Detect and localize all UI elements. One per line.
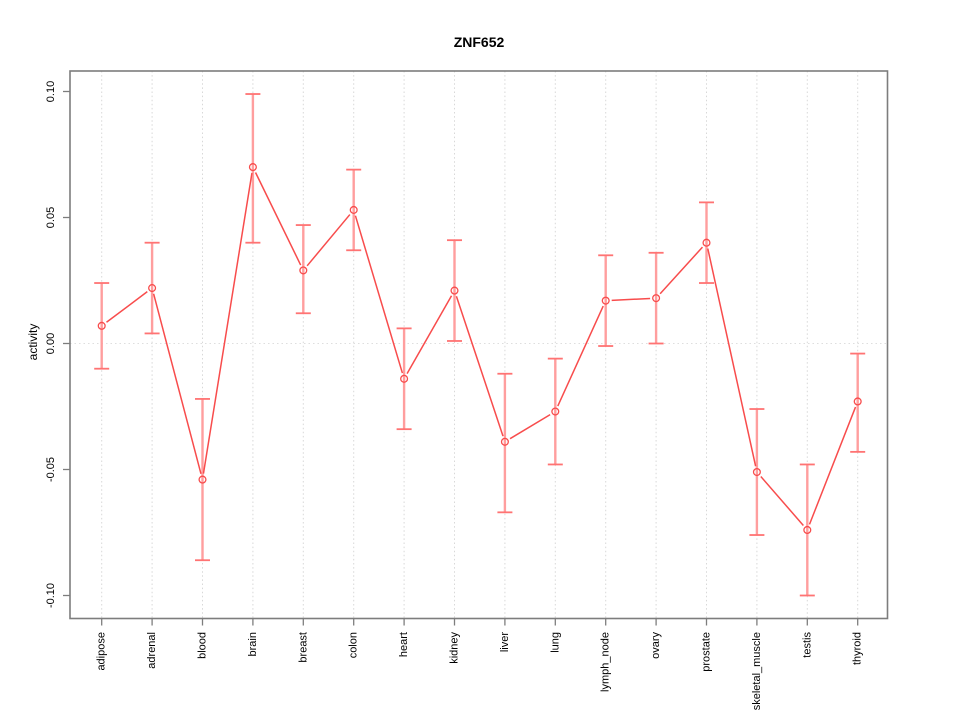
series-line-segment — [354, 215, 404, 374]
data-point — [198, 475, 207, 484]
x-tick-label: thyroid — [852, 632, 864, 665]
data-point — [450, 286, 459, 295]
y-axis-label: activity — [26, 324, 40, 361]
series-line-segment — [760, 476, 804, 526]
data-point — [752, 467, 761, 477]
data-point — [853, 397, 862, 406]
data-point — [400, 374, 409, 383]
x-tick-label: ovary — [650, 632, 662, 659]
series-line-segment — [509, 413, 551, 440]
x-tick-label: brain — [247, 632, 259, 656]
x-tick-label: prostate — [701, 632, 713, 672]
x-tick-label: heart — [398, 632, 410, 657]
x-tick-label: lung — [549, 632, 561, 653]
series-line-segment — [808, 406, 857, 525]
y-tick-label: 0.05 — [45, 207, 57, 228]
plot-area: adipose adrenal blood brain breast colon heart… — [45, 70, 889, 710]
data-point — [349, 205, 358, 214]
x-tick-label: kidney — [449, 632, 461, 664]
series-line-segment — [306, 214, 351, 267]
series-line-segment — [455, 296, 504, 437]
data-point — [803, 525, 812, 535]
series-line-segment — [254, 172, 302, 266]
series-line-segment — [152, 293, 202, 474]
data-point — [97, 321, 106, 330]
data-point — [148, 284, 157, 293]
chart-title: ZNF652 — [454, 34, 505, 50]
y-tick-label: 0.00 — [45, 333, 57, 354]
series-line-segment — [611, 297, 651, 302]
data-point — [248, 163, 257, 172]
data-point — [500, 437, 509, 446]
x-tick-label: liver — [499, 632, 511, 653]
y-tick-label: -0.10 — [45, 583, 57, 608]
data-point — [299, 266, 308, 275]
series-line-segment — [557, 305, 604, 407]
x-tick-label: lymph_node — [600, 632, 612, 692]
plot-border — [69, 70, 889, 620]
y-tick-label: -0.05 — [45, 457, 57, 482]
data-point — [551, 407, 560, 416]
series-line-segment — [202, 172, 253, 474]
series-line-segment — [659, 246, 704, 295]
x-tick-label: colon — [348, 632, 360, 658]
x-tick-label: adrenal — [146, 632, 158, 669]
x-tick-label: breast — [297, 632, 309, 663]
series-line-segment — [406, 295, 453, 374]
data-point — [652, 294, 661, 303]
data-point — [702, 238, 711, 247]
series-line-segment — [106, 291, 148, 323]
data-point — [601, 296, 610, 305]
x-tick-label: skeletal_muscle — [751, 632, 763, 710]
x-tick-label: adipose — [96, 632, 108, 671]
x-tick-label: blood — [197, 632, 209, 659]
y-tick-label: 0.10 — [45, 81, 57, 102]
series-line-segment — [707, 248, 757, 467]
x-tick-label: testis — [801, 632, 813, 658]
